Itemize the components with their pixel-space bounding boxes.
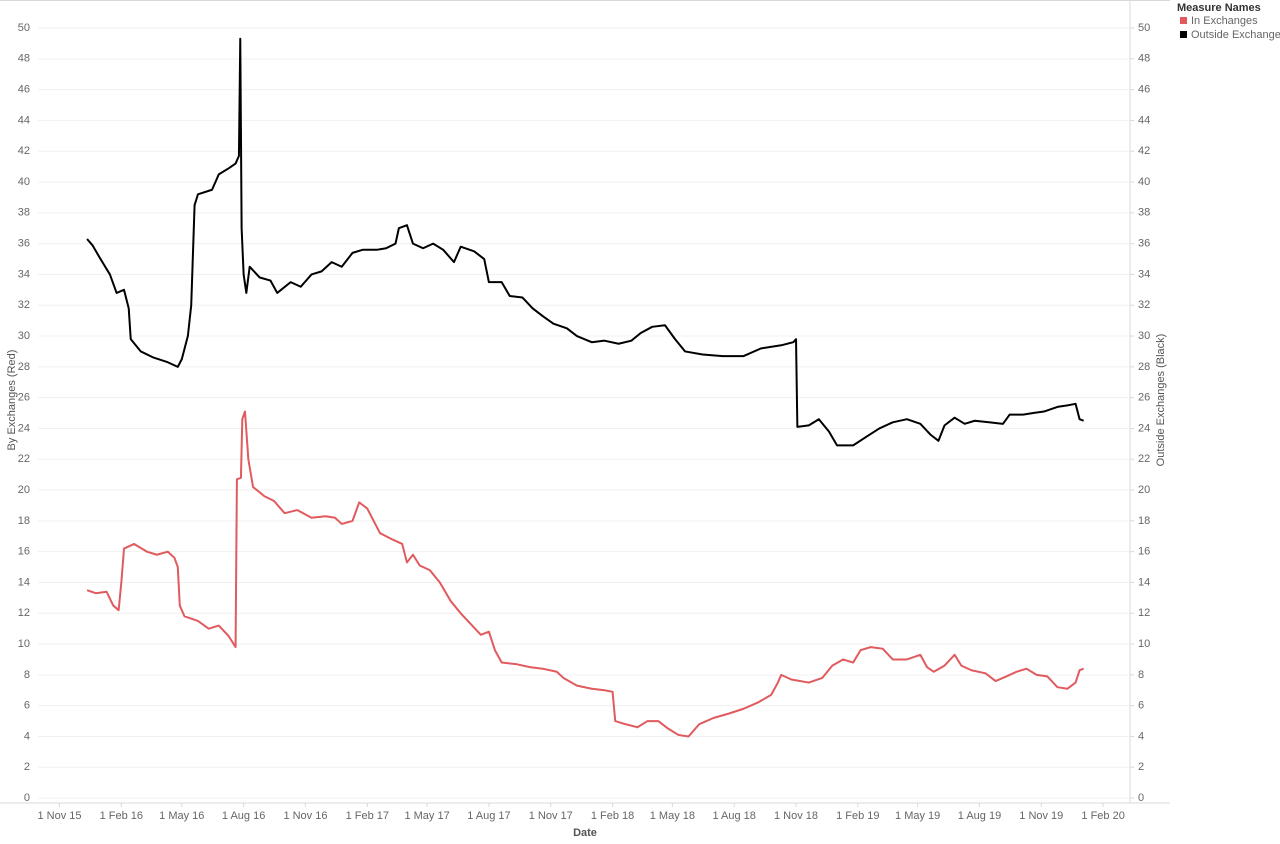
legend-title: Measure Names (1177, 2, 1261, 14)
y-tick-label: 16 (18, 546, 30, 558)
y-tick-label: 2 (24, 761, 30, 773)
y-tick-label: 28 (18, 361, 30, 373)
x-tick-label: 1 Nov 17 (529, 810, 573, 822)
y2-tick-label: 32 (1138, 299, 1150, 311)
y-tick-label: 12 (18, 607, 30, 619)
y-tick-label: 0 (24, 792, 30, 804)
y-tick-label: 22 (18, 453, 30, 465)
y2-tick-label: 40 (1138, 176, 1150, 188)
legend-swatch (1180, 17, 1187, 24)
legend-swatch (1180, 31, 1187, 38)
x-tick-label: 1 Aug 18 (712, 810, 755, 822)
y-tick-label: 20 (18, 484, 30, 496)
y2-tick-label: 20 (1138, 484, 1150, 496)
y2-tick-label: 18 (1138, 515, 1150, 527)
x-tick-label: 1 Aug 19 (958, 810, 1001, 822)
y2-tick-label: 28 (1138, 361, 1150, 373)
y2-tick-label: 14 (1138, 576, 1150, 588)
x-tick-label: 1 Nov 18 (774, 810, 818, 822)
y2-tick-label: 22 (1138, 453, 1150, 465)
series-line (86, 410, 1084, 738)
y2-tick-label: 38 (1138, 207, 1150, 219)
y2-tick-label: 8 (1138, 669, 1144, 681)
x-tick-label: 1 Nov 16 (283, 810, 327, 822)
y2-tick-label: 30 (1138, 330, 1150, 342)
y-tick-label: 26 (18, 392, 30, 404)
x-tick-label: 1 May 18 (650, 810, 695, 822)
y2-tick-label: 24 (1138, 422, 1150, 434)
x-tick-label: 1 May 19 (895, 810, 940, 822)
y-tick-label: 36 (18, 238, 30, 250)
x-tick-label: 1 Feb 17 (346, 810, 389, 822)
y-tick-label: 4 (24, 730, 30, 742)
series-line (86, 37, 1084, 447)
y2-tick-label: 10 (1138, 638, 1150, 650)
y-tick-label: 8 (24, 669, 30, 681)
y-tick-label: 40 (18, 176, 30, 188)
x-axis-title: Date (573, 827, 597, 839)
y-tick-label: 34 (18, 268, 30, 280)
y-tick-label: 38 (18, 207, 30, 219)
x-tick-label: 1 Nov 15 (37, 810, 81, 822)
y-tick-label: 14 (18, 576, 30, 588)
y-tick-label: 46 (18, 84, 30, 96)
y-tick-label: 32 (18, 299, 30, 311)
y2-tick-label: 50 (1138, 22, 1150, 34)
y2-tick-label: 48 (1138, 53, 1150, 65)
x-tick-label: 1 Feb 19 (836, 810, 879, 822)
y-tick-label: 18 (18, 515, 30, 527)
x-tick-label: 1 Feb 16 (100, 810, 143, 822)
y2-tick-label: 26 (1138, 392, 1150, 404)
y2-tick-label: 4 (1138, 730, 1144, 742)
y2-tick-label: 16 (1138, 546, 1150, 558)
x-tick-label: 1 Aug 17 (467, 810, 510, 822)
y2-tick-label: 34 (1138, 268, 1150, 280)
y2-tick-label: 12 (1138, 607, 1150, 619)
y2-tick-label: 0 (1138, 792, 1144, 804)
y2-tick-label: 44 (1138, 114, 1150, 126)
y2-tick-label: 2 (1138, 761, 1144, 773)
y2-tick-label: 46 (1138, 84, 1150, 96)
y2-tick-label: 6 (1138, 700, 1144, 712)
legend-label: In Exchanges (1191, 15, 1258, 27)
y-axis-title: By Exchanges (Red) (6, 350, 18, 451)
legend-label: Outside Exchanges (1191, 29, 1280, 41)
y-tick-label: 48 (18, 53, 30, 65)
y-tick-label: 44 (18, 114, 30, 126)
y-tick-label: 30 (18, 330, 30, 342)
x-tick-label: 1 Nov 19 (1019, 810, 1063, 822)
y2-tick-label: 36 (1138, 238, 1150, 250)
y-tick-label: 10 (18, 638, 30, 650)
y-tick-label: 24 (18, 422, 30, 434)
x-tick-label: 1 Aug 16 (222, 810, 265, 822)
x-tick-label: 1 May 17 (404, 810, 449, 822)
y2-tick-label: 42 (1138, 145, 1150, 157)
y-tick-label: 50 (18, 22, 30, 34)
y-tick-label: 42 (18, 145, 30, 157)
x-tick-label: 1 Feb 18 (591, 810, 634, 822)
y2-axis-title: Outside Exchanges (Black) (1155, 334, 1167, 467)
y-tick-label: 6 (24, 700, 30, 712)
x-tick-label: 1 Feb 20 (1081, 810, 1124, 822)
x-tick-label: 1 May 16 (159, 810, 204, 822)
